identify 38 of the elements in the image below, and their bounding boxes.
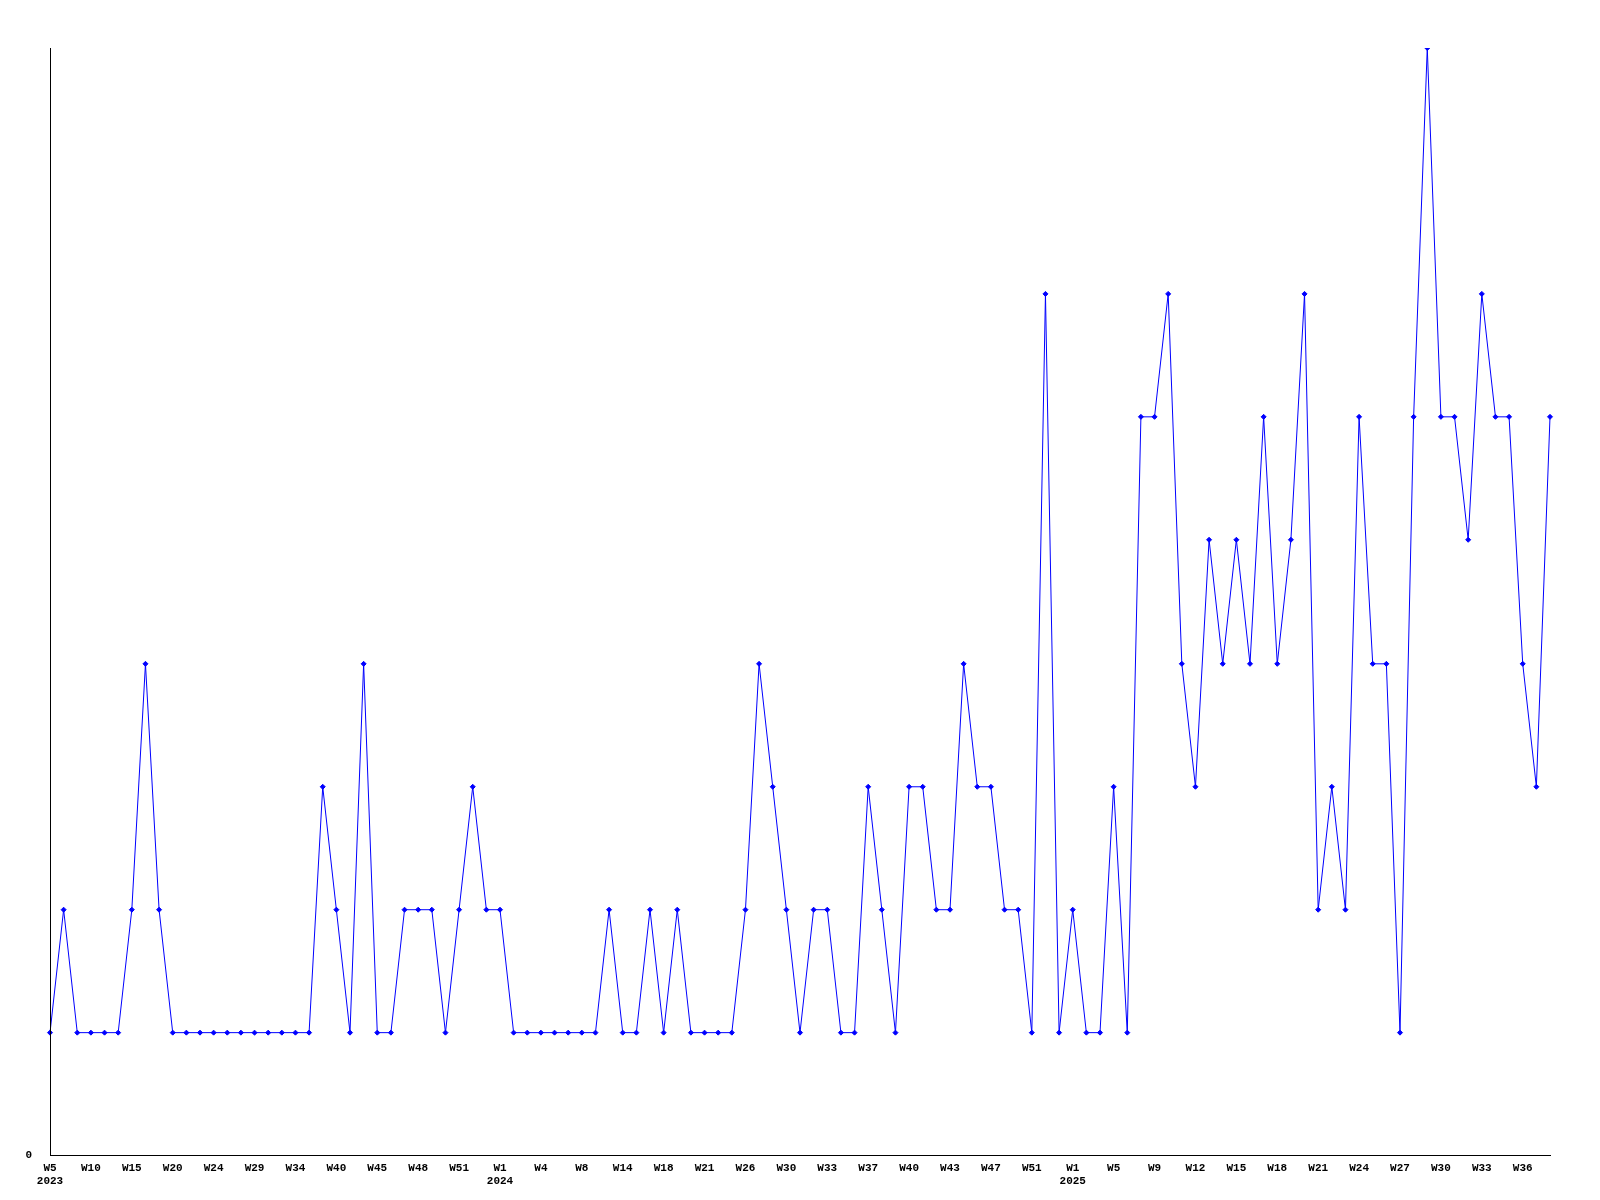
- x-tick-label: W15: [1226, 1161, 1247, 1174]
- x-tick-label: W45: [367, 1161, 388, 1174]
- x-tick-label: W12: [1185, 1161, 1206, 1174]
- x-tick-label: W47: [981, 1161, 1001, 1174]
- x-tick-label: W5 2023: [36, 1161, 64, 1188]
- text: 0: [25, 1149, 32, 1162]
- x-tick-label: W4: [534, 1161, 548, 1174]
- x-tick-label: W30: [1431, 1161, 1451, 1174]
- x-tick-label: W51: [1021, 1161, 1043, 1174]
- x-tick-label: W1 2024: [486, 1161, 514, 1188]
- x-tick-label: W20: [162, 1161, 183, 1174]
- x-tick-label: W40: [899, 1161, 919, 1174]
- x-tick-label: W30: [776, 1161, 797, 1174]
- x-tick-label: W5: [1107, 1161, 1121, 1174]
- x-tick-label: W37: [858, 1161, 879, 1174]
- x-tick-label: W29: [244, 1161, 265, 1174]
- x-tick-label: W24: [203, 1161, 224, 1174]
- x-tick-label: W43: [940, 1161, 961, 1174]
- x-tick-label: W33: [1471, 1161, 1493, 1174]
- x-tick-label: W48: [408, 1161, 429, 1174]
- x-tick-label: W18: [653, 1161, 674, 1174]
- x-tick-label: W26: [735, 1161, 756, 1174]
- x-tick-label: W15: [121, 1161, 143, 1174]
- x-tick-label: W21: [694, 1161, 715, 1174]
- x-tick-label: W51: [449, 1161, 470, 1174]
- x-tick-label: W9: [1147, 1161, 1162, 1174]
- x-tick-label: W33: [817, 1161, 838, 1174]
- x-tick-label: W8: [575, 1161, 589, 1174]
- x-tick-label: W21: [1308, 1161, 1329, 1174]
- x-tick-label: W10: [81, 1161, 101, 1174]
- x-tick-label: W40: [326, 1161, 347, 1174]
- x-tick-label: W14: [612, 1161, 634, 1174]
- x-tick-label: W24: [1349, 1161, 1370, 1174]
- x-tick-label: W27: [1390, 1161, 1410, 1174]
- x-tick-label: W18: [1267, 1161, 1288, 1174]
- x-tick-label: W34: [285, 1161, 306, 1174]
- x-tick-label: W36: [1512, 1161, 1533, 1174]
- x-tick-label: W1 2025: [1059, 1161, 1087, 1188]
